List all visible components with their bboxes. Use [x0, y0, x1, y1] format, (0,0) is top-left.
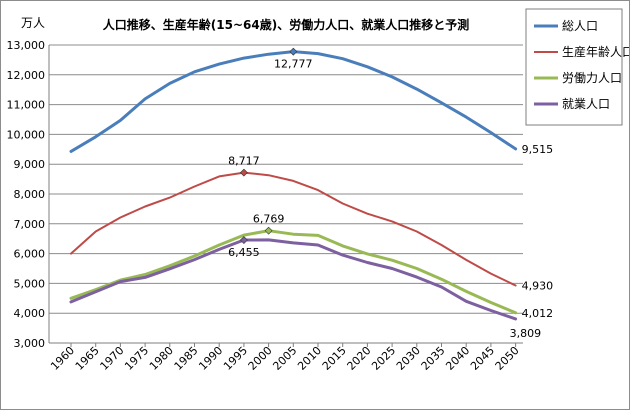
x-tick-label: 2025: [369, 344, 398, 373]
legend-label: 就業人口: [562, 97, 610, 111]
data-point-marker: [239, 168, 248, 177]
y-tick-label: 12,000: [7, 69, 46, 82]
data-label: 6,769: [253, 213, 285, 226]
x-tick-label: 1970: [98, 344, 127, 373]
x-tick-label: 2045: [468, 344, 497, 373]
x-tick-label: 2035: [419, 344, 448, 373]
legend-label: 労働力人口: [562, 71, 622, 85]
data-label: 12,777: [274, 58, 313, 71]
y-tick-label: 7,000: [14, 218, 46, 231]
x-tick-label: 1975: [122, 344, 151, 373]
y-tick-label: 10,000: [7, 128, 46, 141]
data-annotations: 12,777 9,515 8,717 4,930 6,769 4,012 6,455 3,80…: [228, 47, 554, 340]
x-tick-label: 2015: [320, 344, 349, 373]
y-tick-label: 8,000: [14, 188, 46, 201]
x-tick-label: 1960: [48, 344, 77, 373]
data-label: 4,012: [522, 307, 554, 320]
data-label: 3,809: [510, 327, 541, 340]
y-tick-label: 6,000: [14, 248, 46, 261]
x-tick-label: 2005: [270, 344, 299, 373]
x-tick-label: 2030: [394, 344, 423, 373]
legend-label: 生産年齢人口: [562, 44, 629, 59]
data-label: 6,455: [228, 246, 260, 259]
series-line: [70, 171, 517, 287]
series-lines: [69, 50, 518, 321]
y-tick-label: 4,000: [14, 307, 46, 320]
y-tick-label: 3,000: [14, 337, 46, 350]
legend-box: [525, 8, 623, 126]
x-tick-label: 2010: [295, 344, 324, 373]
x-tick-label: 1985: [172, 344, 201, 373]
x-tick-label: 1965: [73, 344, 102, 373]
data-label: 8,717: [228, 155, 260, 168]
x-tick-label: 2020: [345, 344, 374, 373]
data-point-marker: [239, 236, 248, 244]
y-tick-label: 11,000: [7, 99, 46, 112]
x-tick-label: 2040: [443, 344, 472, 373]
y-axis-unit-label: 万人: [21, 16, 45, 30]
x-tick-label: 1990: [196, 344, 225, 373]
y-axis-ticks: 3,000 4,000 5,000 6,000 7,000 8,000 9,000 10,00…: [7, 39, 46, 350]
data-label: 4,930: [522, 279, 554, 292]
y-tick-label: 5,000: [14, 277, 46, 290]
series-line: [69, 238, 518, 321]
y-tick-label: 9,000: [14, 158, 46, 171]
x-tick-label: 1995: [221, 344, 250, 373]
data-label: 9,515: [522, 143, 554, 156]
x-tick-label: 2050: [493, 344, 522, 373]
x-axis-ticks: 1960196519701975198019851990199520002005…: [48, 343, 522, 373]
data-point-marker: [289, 47, 298, 56]
data-point-marker: [264, 226, 273, 235]
gridlines: [48, 44, 523, 344]
chart-title: 人口推移、生産年齢(15~64歳)、労働力人口、就業人口推移と予測: [103, 17, 469, 32]
x-tick-label: 1980: [147, 344, 176, 373]
y-tick-label: 13,000: [7, 39, 46, 52]
x-tick-label: 2000: [246, 344, 275, 373]
series-line: [69, 229, 518, 315]
legend-label: 総人口: [562, 19, 598, 33]
